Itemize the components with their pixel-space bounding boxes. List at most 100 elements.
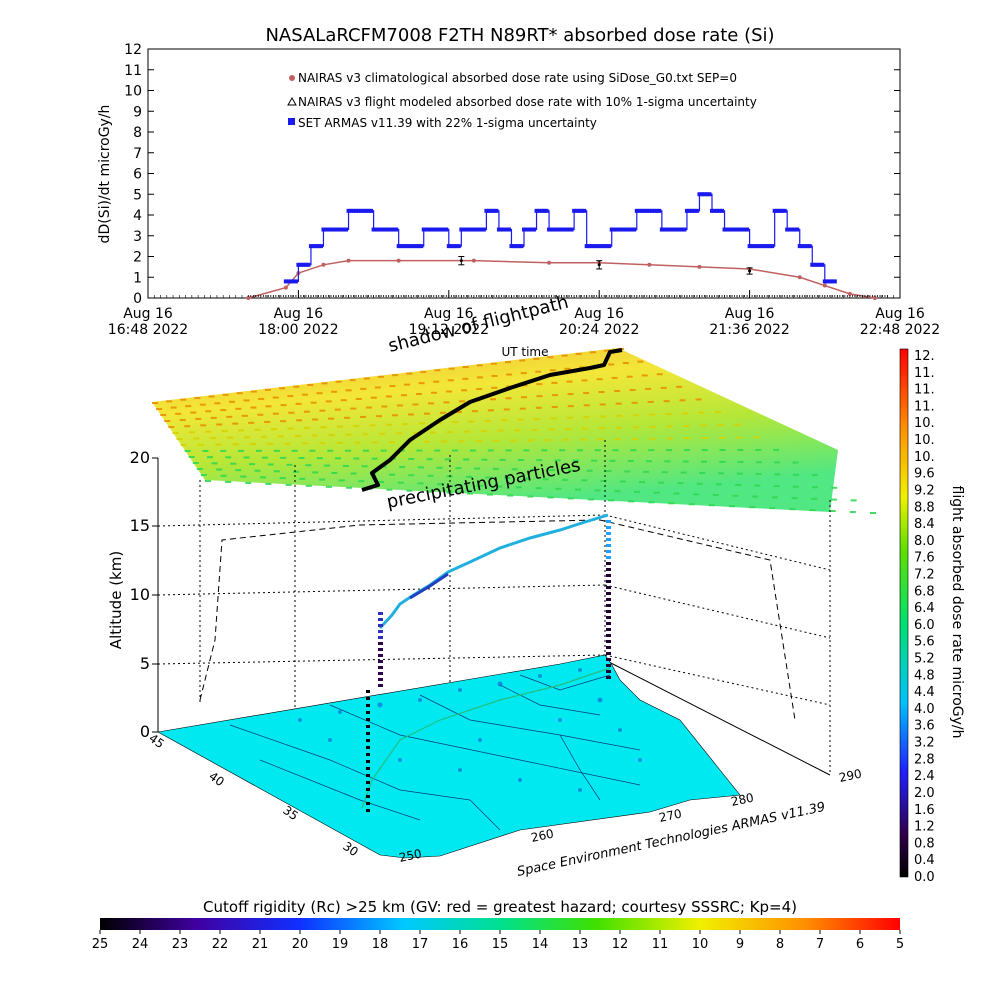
layer-dot	[599, 415, 606, 418]
data-point	[755, 244, 760, 249]
layer-dot	[433, 380, 440, 383]
data-point	[619, 227, 624, 232]
cutoff-tick-label: 25	[92, 937, 109, 952]
data-point	[777, 208, 782, 213]
flight-ground-track	[361, 667, 611, 809]
altitude-tick-label: 20	[130, 448, 150, 467]
data-point	[456, 244, 461, 249]
layer-dot	[363, 377, 370, 380]
layer-dot	[677, 482, 684, 485]
layer-dot	[180, 398, 187, 401]
colorbar-tick-label: 1.2	[914, 820, 935, 835]
cutoff-tick-label: 15	[492, 937, 509, 952]
profile-dot	[366, 774, 370, 777]
layer-dot	[647, 400, 654, 403]
cutoff-rigidity-bar	[100, 918, 900, 930]
data-point	[654, 208, 659, 213]
layer-dot	[700, 460, 707, 463]
data-point	[396, 258, 401, 263]
layer-dot	[698, 411, 705, 414]
data-point	[564, 227, 569, 232]
data-point	[344, 227, 349, 232]
data-point	[326, 227, 331, 232]
x-tick-label-time: 16:48 2022	[108, 322, 188, 338]
layer-dot	[575, 352, 582, 355]
colorbar-tick-label: 0.4	[914, 853, 935, 868]
profile-dot	[606, 616, 611, 619]
layer-dot	[463, 458, 470, 461]
layer-dot	[225, 456, 232, 459]
layer-dot	[458, 440, 465, 443]
layer-dot	[615, 426, 622, 429]
layer-dot	[480, 430, 487, 433]
layer-dot	[555, 487, 562, 490]
layer-dot	[374, 386, 381, 389]
layer-dot	[688, 503, 695, 506]
layer-dot	[232, 422, 239, 425]
data-point	[757, 244, 762, 249]
data-point	[394, 227, 399, 232]
profile-dot	[366, 760, 370, 763]
layer-dot	[496, 485, 503, 488]
cutoff-tick-label: 5	[896, 937, 904, 952]
layer-dot	[626, 375, 633, 378]
profile-dot	[606, 646, 611, 649]
layer-dot	[292, 470, 299, 473]
layer-dot	[249, 463, 256, 466]
data-point	[772, 208, 777, 213]
layer-dot	[628, 500, 635, 503]
layer-dot	[589, 351, 596, 354]
layer-dot	[320, 426, 327, 429]
data-point	[594, 244, 599, 249]
cutoff-tick-label: 19	[332, 937, 349, 952]
data-point	[872, 296, 877, 300]
data-point	[787, 227, 792, 232]
layer-dot	[160, 414, 167, 416]
layer-dot	[755, 473, 762, 476]
layer-dot	[284, 442, 291, 445]
data-point	[426, 227, 431, 232]
profile-dot	[366, 809, 370, 812]
layer-dot	[587, 498, 594, 501]
layer-dot	[319, 442, 326, 445]
cutoff-tick-label: 9	[736, 937, 744, 952]
layer-dot	[377, 375, 384, 378]
y-tick-label: 10	[124, 84, 142, 100]
legend-label-armas: SET ARMAS v11.39 with 22% 1-sigma uncert…	[298, 116, 597, 130]
data-point	[607, 244, 612, 249]
layer-dot	[462, 377, 469, 380]
data-point	[832, 279, 837, 284]
data-point	[702, 192, 707, 197]
layer-dot	[273, 470, 280, 473]
layer-dot	[264, 420, 271, 423]
colorbar-tick-label: 11.	[914, 383, 935, 398]
profile-dot	[378, 666, 383, 669]
data-point	[582, 208, 587, 213]
layer-dot	[536, 459, 543, 462]
data-point	[311, 244, 316, 249]
data-point	[727, 227, 732, 232]
layer-dot	[632, 437, 639, 440]
data-point	[406, 244, 411, 249]
layer-dot	[336, 441, 343, 444]
y-tick-label: 7	[133, 146, 142, 162]
layer-dot	[434, 449, 441, 452]
profile-dot	[366, 767, 370, 770]
layer-dot	[717, 424, 724, 427]
data-point	[742, 227, 747, 232]
layer-dot	[505, 361, 512, 364]
layer-dot	[220, 409, 227, 412]
data-point	[574, 208, 579, 213]
layer-dot	[152, 402, 158, 404]
layer-dot	[566, 380, 573, 383]
legend-label-nairas-flight: NAIRAS v3 flight modeled absorbed dose r…	[298, 95, 757, 109]
data-point	[697, 264, 702, 269]
layer-dot	[580, 438, 587, 441]
layer-dot	[583, 404, 590, 407]
data-point	[476, 227, 481, 232]
layer-dot	[475, 440, 482, 443]
y-tick-label: 12	[124, 42, 142, 58]
layer-dot	[370, 396, 377, 399]
layer-dot	[653, 491, 660, 494]
profile-dot	[366, 746, 370, 749]
